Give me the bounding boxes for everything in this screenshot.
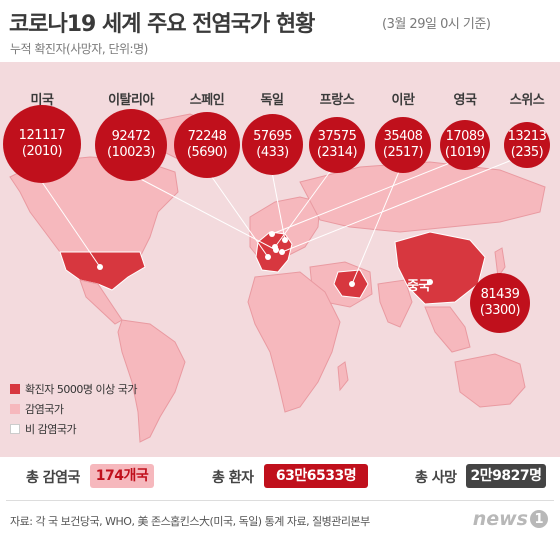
germany-deaths: (433) <box>256 144 289 160</box>
label-switzerland: 스위스 <box>509 93 545 108</box>
logo-mark: 1 <box>530 510 548 528</box>
stat-infected-value: 174개국 <box>90 464 154 488</box>
bubble-italy: 92472 (10023) <box>95 109 167 181</box>
source-note: 자료: 각 국 보건당국, WHO, 美 존스홉킨스大(미국, 독일) 통계 자… <box>10 515 370 528</box>
switzerland-confirmed: 13213 <box>507 129 547 144</box>
germany-confirmed: 57695 <box>253 128 292 144</box>
legend-severe-label: 확진자 5000명 이상 국가 <box>25 383 137 396</box>
bubble-usa: 121117 (2010) <box>3 105 81 183</box>
stat-deaths-label: 총 사망 <box>415 470 457 486</box>
bubble-germany: 57695 (433) <box>242 114 303 175</box>
legend-swatch-infected <box>10 404 20 414</box>
label-france: 프랑스 <box>319 93 355 108</box>
news1-logo: news 1 <box>473 508 548 530</box>
legend-infected: 감염국가 <box>10 399 137 419</box>
stat-patients-label: 총 환자 <box>212 470 254 486</box>
france-confirmed: 37575 <box>317 129 357 144</box>
date-note: (3월 29일 0시 기준) <box>382 17 491 32</box>
country-dots <box>97 231 433 287</box>
bubble-france: 37575 (2314) <box>309 117 365 173</box>
legend-infected-label: 감염국가 <box>25 403 64 416</box>
legend-swatch-severe <box>10 384 20 394</box>
spain-confirmed: 72248 <box>187 129 227 144</box>
usa-deaths: (2010) <box>21 144 63 159</box>
stat-deaths-value: 2만9827명 <box>466 464 546 488</box>
legend-non-infected: 비 감염국가 <box>10 419 137 439</box>
uk-deaths: (1019) <box>444 145 486 160</box>
label-usa: 미국 <box>30 93 54 108</box>
bubble-spain: 72248 (5690) <box>174 112 240 178</box>
italy-confirmed: 92472 <box>111 129 151 144</box>
bubble-china: 81439 (3300) <box>470 273 530 333</box>
bubble-switzerland: 13213 (235) <box>504 122 550 168</box>
stat-patients-value: 63만6533명 <box>264 464 368 488</box>
legend: 확진자 5000명 이상 국가 감염국가 비 감염국가 <box>10 379 137 439</box>
china-confirmed: 81439 <box>480 287 520 302</box>
africa-shape <box>247 271 341 413</box>
iran-deaths: (2517) <box>382 145 424 160</box>
spain-deaths: (5690) <box>186 145 228 160</box>
usa-confirmed: 121117 <box>18 128 66 143</box>
uk-confirmed: 17089 <box>445 129 485 144</box>
world-map-svg <box>9 113 546 443</box>
china-deaths: (3300) <box>479 303 521 318</box>
page-title: 코로나19 세계 주요 전염국가 현황 <box>9 12 315 37</box>
australia-shape <box>454 353 526 408</box>
legend-swatch-non-infected <box>10 424 20 434</box>
label-china: 중국 <box>407 279 430 294</box>
france-deaths: (2314) <box>316 145 358 160</box>
logo-text: news <box>472 508 528 530</box>
japan-shape <box>494 247 506 279</box>
legend-severe: 확진자 5000명 이상 국가 <box>10 379 137 399</box>
label-iran: 이란 <box>391 93 415 108</box>
label-spain: 스페인 <box>189 93 225 108</box>
connector-lines <box>41 153 528 285</box>
label-uk: 영국 <box>453 93 477 108</box>
madagascar-shape <box>337 361 349 392</box>
bubble-uk: 17089 (1019) <box>440 120 490 170</box>
stats-bar: 총 감염국 174개국 총 환자 63만6533명 총 사망 2만9827명 <box>0 462 560 492</box>
label-germany: 독일 <box>260 93 284 108</box>
central-america-shape <box>79 279 123 325</box>
usa-shape <box>59 251 146 291</box>
china-shape <box>394 231 486 305</box>
iran-confirmed: 35408 <box>383 129 423 144</box>
legend-non-infected-label: 비 감염국가 <box>25 423 77 436</box>
italy-deaths: (10023) <box>107 145 156 160</box>
stat-infected-label: 총 감염국 <box>26 470 80 486</box>
unit-note: 누적 확진자(사망자, 단위:명) <box>10 42 148 56</box>
switzerland-deaths: (235) <box>510 145 544 160</box>
south-america-shape <box>117 319 186 443</box>
footer-divider <box>6 500 554 501</box>
bubble-iran: 35408 (2517) <box>375 117 431 173</box>
southeast-asia-shape <box>424 306 471 353</box>
label-italy: 이탈리아 <box>108 93 154 108</box>
